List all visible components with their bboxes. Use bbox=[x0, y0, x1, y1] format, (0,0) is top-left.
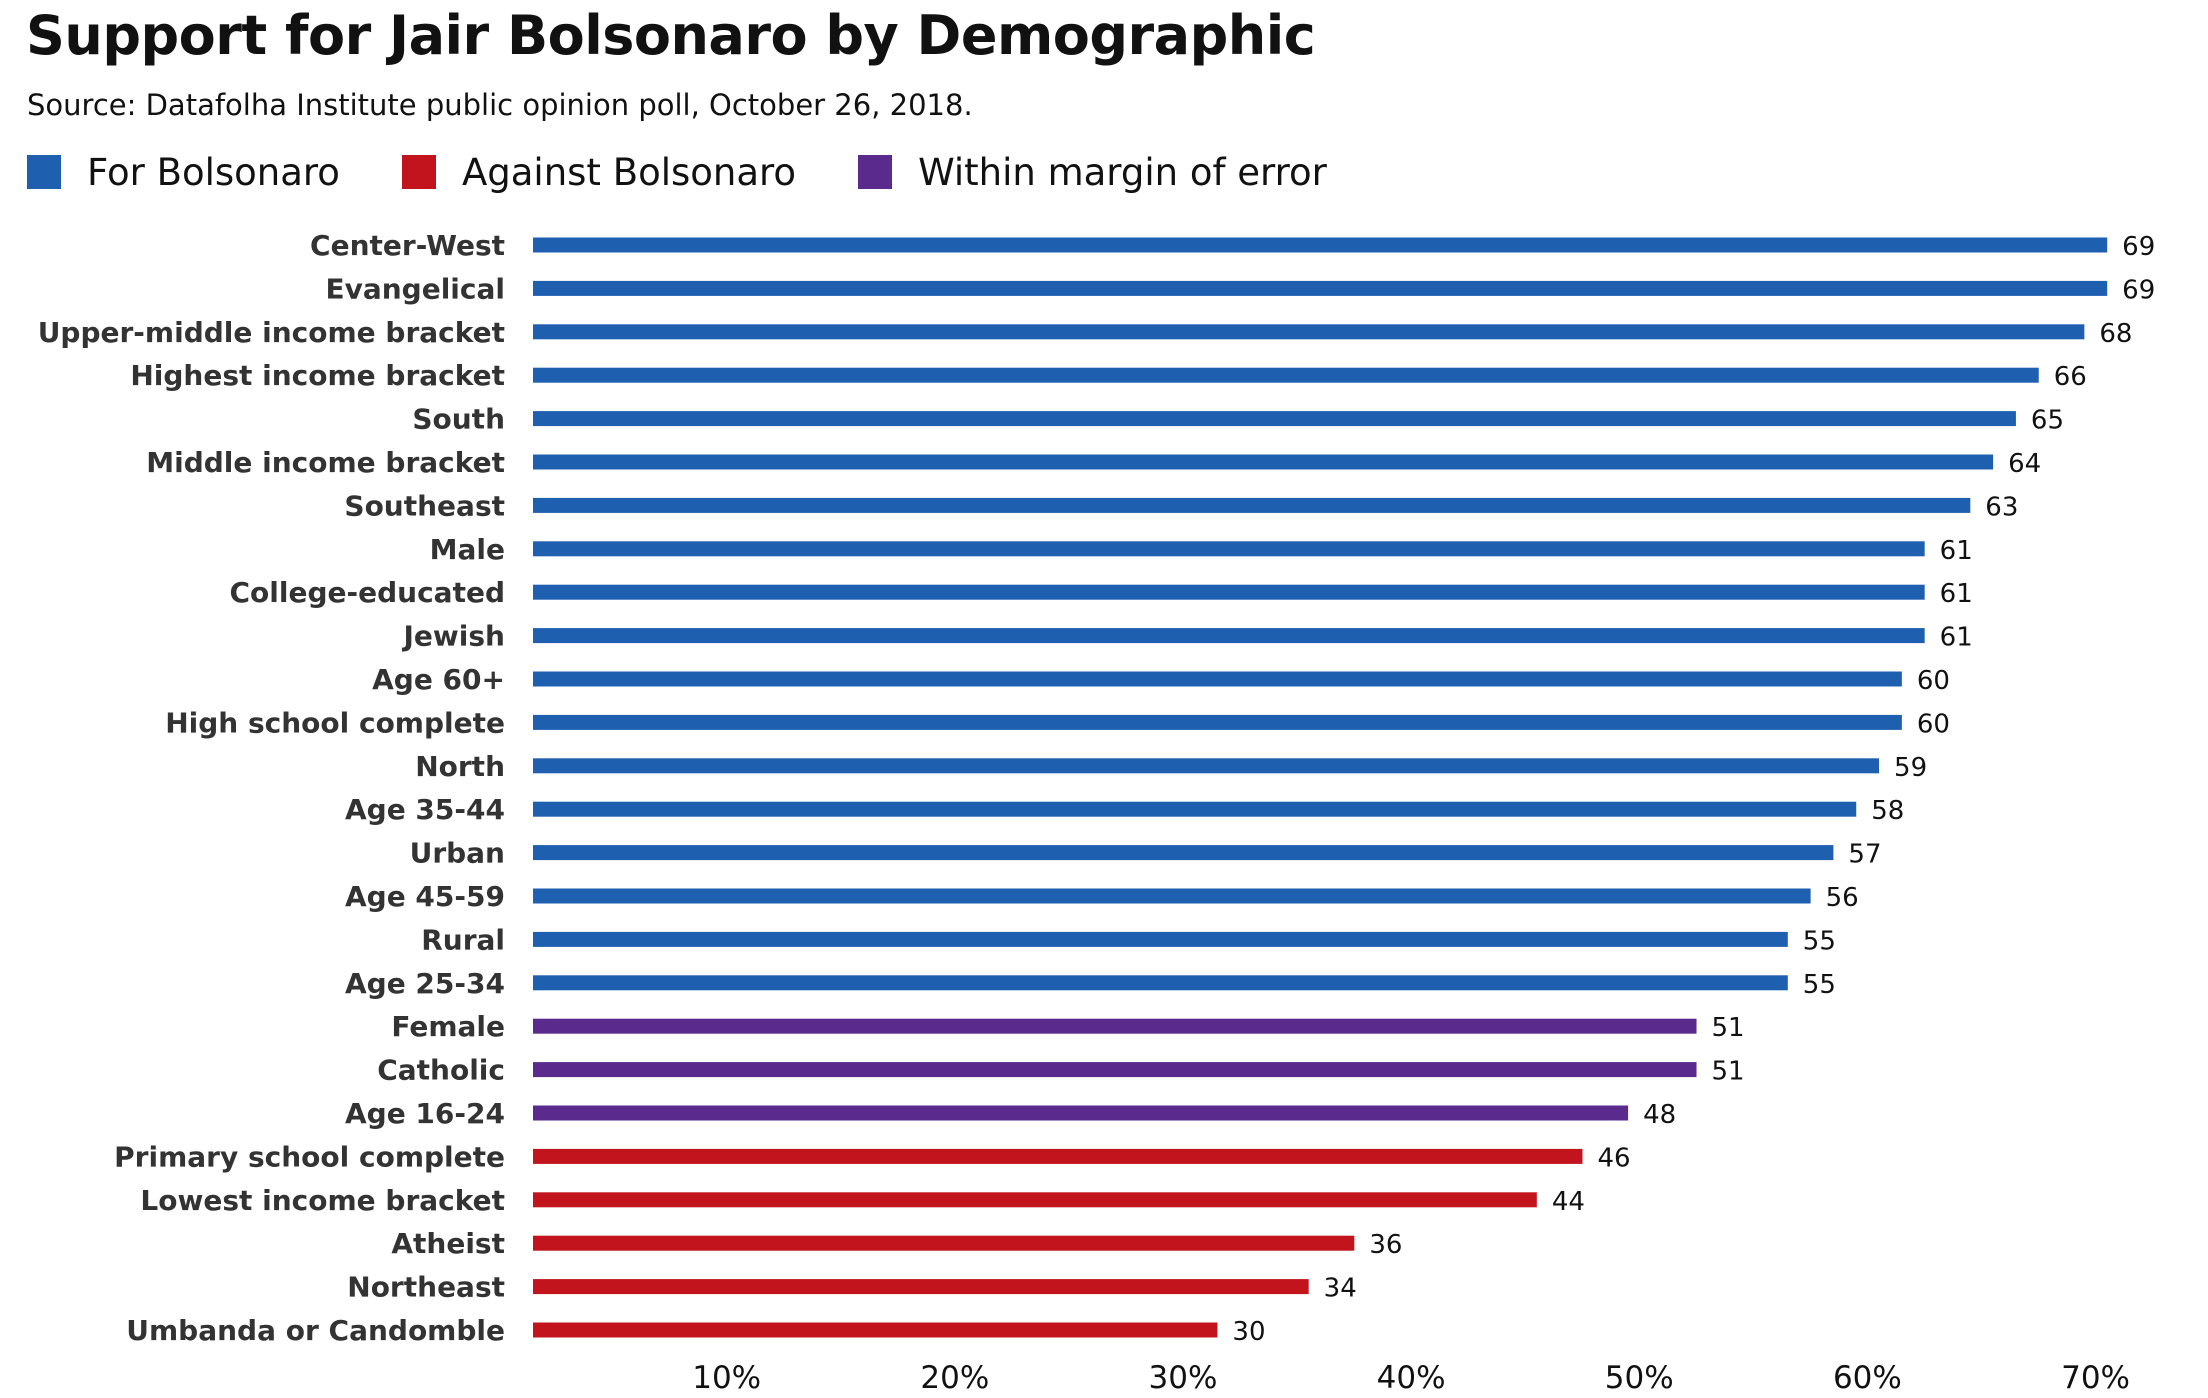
x-tick-label-20: 20% bbox=[920, 1360, 989, 1396]
bar-southeast bbox=[533, 497, 1971, 513]
bar-age-35-44 bbox=[533, 801, 1857, 817]
bar-catholic bbox=[533, 1062, 1697, 1078]
bar-urban bbox=[533, 845, 1834, 861]
category-label-middle-income-bracket: Middle income bracket bbox=[146, 446, 505, 479]
legend-item-for: For Bolsonaro bbox=[27, 151, 340, 194]
x-tick-label-50: 50% bbox=[1605, 1360, 1674, 1396]
value-label-center-west: 69 bbox=[2122, 232, 2155, 262]
category-label-age-25-34: Age 25-34 bbox=[345, 967, 505, 1000]
category-label-high-school-complete: High school complete bbox=[165, 706, 505, 739]
bar-age-25-34 bbox=[533, 975, 1788, 991]
value-label-upper-middle-income-bracket: 68 bbox=[2099, 319, 2132, 349]
legend-swatch-margin bbox=[858, 155, 893, 189]
bar-primary-school-complete bbox=[533, 1148, 1583, 1164]
x-tick-label-30: 30% bbox=[1149, 1360, 1218, 1396]
category-label-center-west: Center-West bbox=[310, 229, 505, 262]
x-tick-label-40: 40% bbox=[1377, 1360, 1446, 1396]
legend-label-against: Against Bolsonaro bbox=[461, 150, 797, 194]
bar-lowest-income-bracket bbox=[533, 1192, 1537, 1208]
bar-high-school-complete bbox=[533, 714, 1902, 730]
value-label-rural: 55 bbox=[1803, 926, 1836, 956]
chart-title: Support for Jair Bolsonaro by Demographi… bbox=[26, 4, 1316, 67]
bar-age-16-24 bbox=[533, 1105, 1629, 1121]
bar-female bbox=[533, 1018, 1697, 1034]
category-label-umbanda-or-candomble: Umbanda or Candomble bbox=[126, 1314, 505, 1347]
category-label-highest-income-bracket: Highest income bracket bbox=[130, 359, 505, 392]
value-label-middle-income-bracket: 64 bbox=[2008, 449, 2041, 479]
category-label-catholic: Catholic bbox=[377, 1054, 505, 1087]
bar-middle-income-bracket bbox=[533, 454, 1994, 470]
bar-age-60 bbox=[533, 671, 1902, 687]
legend-swatch-against bbox=[401, 155, 436, 189]
bar-college-educated bbox=[533, 584, 1925, 600]
category-label-age-60: Age 60+ bbox=[372, 663, 505, 696]
category-label-north: North bbox=[415, 750, 505, 783]
value-label-south: 65 bbox=[2031, 406, 2064, 436]
value-label-highest-income-bracket: 66 bbox=[2054, 362, 2087, 392]
value-label-evangelical: 69 bbox=[2122, 275, 2155, 305]
bar-rural bbox=[533, 931, 1788, 947]
legend-swatch-for bbox=[27, 155, 61, 189]
value-label-age-35-44: 58 bbox=[1871, 796, 1904, 826]
value-label-atheist: 36 bbox=[1369, 1230, 1402, 1260]
x-tick-label-10: 10% bbox=[692, 1360, 761, 1396]
value-label-age-16-24: 48 bbox=[1643, 1100, 1676, 1130]
category-label-northeast: Northeast bbox=[347, 1271, 505, 1304]
category-label-age-35-44: Age 35-44 bbox=[345, 793, 505, 826]
value-label-age-25-34: 55 bbox=[1803, 970, 1836, 1000]
value-label-high-school-complete: 60 bbox=[1917, 709, 1950, 739]
bar-male bbox=[533, 541, 1925, 557]
bar-north bbox=[533, 758, 1880, 774]
value-label-primary-school-complete: 46 bbox=[1597, 1143, 1630, 1173]
value-label-umbanda-or-candomble: 30 bbox=[1232, 1317, 1265, 1347]
legend-item-against: Against Bolsonaro bbox=[401, 150, 797, 194]
category-label-south: South bbox=[412, 403, 505, 436]
bar-highest-income-bracket bbox=[533, 367, 2039, 383]
value-label-north: 59 bbox=[1894, 753, 1927, 783]
value-label-male: 61 bbox=[1940, 536, 1973, 566]
bar-jewish bbox=[533, 628, 1925, 644]
category-label-southeast: Southeast bbox=[344, 489, 505, 522]
legend-label-margin: Within margin of error bbox=[918, 150, 1327, 194]
category-label-upper-middle-income-bracket: Upper-middle income bracket bbox=[38, 316, 505, 349]
category-label-urban: Urban bbox=[410, 837, 505, 870]
bar-evangelical bbox=[533, 280, 2108, 296]
chart-subtitle: Source: Datafolha Institute public opini… bbox=[27, 88, 973, 122]
bar-upper-middle-income-bracket bbox=[533, 324, 2085, 340]
category-label-evangelical: Evangelical bbox=[325, 272, 505, 305]
legend: For Bolsonaro Against Bolsonaro Within m… bbox=[27, 150, 1389, 194]
category-label-female: Female bbox=[391, 1010, 505, 1043]
category-label-college-educated: College-educated bbox=[229, 576, 505, 609]
category-label-atheist: Atheist bbox=[391, 1227, 505, 1260]
value-label-lowest-income-bracket: 44 bbox=[1552, 1187, 1585, 1217]
value-label-age-60: 60 bbox=[1917, 666, 1950, 696]
legend-item-margin: Within margin of error bbox=[858, 151, 1327, 194]
bar-south bbox=[533, 411, 2016, 427]
bar-northeast bbox=[533, 1279, 1309, 1295]
bar-center-west bbox=[533, 237, 2108, 253]
value-label-age-45-59: 56 bbox=[1826, 883, 1859, 913]
category-label-primary-school-complete: Primary school complete bbox=[114, 1140, 505, 1173]
x-tick-label-70: 70% bbox=[2061, 1360, 2130, 1396]
category-label-age-45-59: Age 45-59 bbox=[345, 880, 505, 913]
category-label-rural: Rural bbox=[421, 923, 505, 956]
value-label-jewish: 61 bbox=[1940, 623, 1973, 653]
value-label-college-educated: 61 bbox=[1940, 579, 1973, 609]
value-label-female: 51 bbox=[1712, 1013, 1745, 1043]
value-label-southeast: 63 bbox=[1985, 492, 2018, 522]
category-label-jewish: Jewish bbox=[402, 620, 505, 653]
category-label-age-16-24: Age 16-24 bbox=[345, 1097, 505, 1130]
x-tick-label-60: 60% bbox=[1833, 1360, 1902, 1396]
bar-age-45-59 bbox=[533, 888, 1811, 904]
category-label-male: Male bbox=[430, 533, 505, 566]
value-label-catholic: 51 bbox=[1712, 1057, 1745, 1087]
value-label-urban: 57 bbox=[1848, 840, 1881, 870]
legend-label-for: For Bolsonaro bbox=[87, 150, 340, 194]
value-label-northeast: 34 bbox=[1324, 1274, 1357, 1304]
bar-atheist bbox=[533, 1235, 1355, 1251]
category-label-lowest-income-bracket: Lowest income bracket bbox=[140, 1184, 505, 1217]
bar-umbanda-or-candomble bbox=[533, 1322, 1218, 1338]
